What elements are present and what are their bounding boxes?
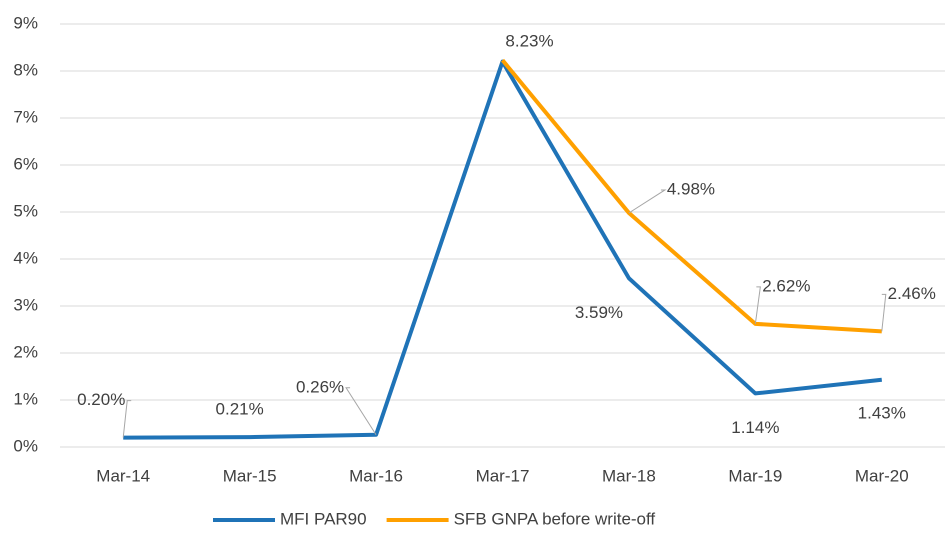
x-tick-label: Mar-20: [855, 466, 909, 485]
data-label: 4.98%: [667, 179, 715, 198]
legend-label: SFB GNPA before write-off: [454, 509, 656, 528]
leader-line: [628, 189, 667, 214]
data-label: 1.43%: [858, 403, 906, 422]
x-tick-label: Mar-14: [96, 466, 150, 485]
leader-line: [122, 400, 132, 438]
y-tick-label: 1%: [13, 389, 38, 408]
data-label: 0.26%: [296, 377, 344, 396]
y-tick-label: 2%: [13, 342, 38, 361]
data-label: 8.23%: [505, 32, 553, 51]
data-label: 3.59%: [575, 303, 623, 322]
y-tick-label: 9%: [13, 13, 38, 32]
data-label: 1.14%: [731, 418, 779, 437]
data-label: 2.46%: [888, 284, 936, 303]
data-label: 0.20%: [77, 390, 125, 409]
y-tick-label: 7%: [13, 107, 38, 126]
leader-line: [881, 293, 887, 332]
leader-line: [345, 387, 377, 436]
data-label: 2.62%: [762, 276, 810, 295]
data-label: 0.21%: [216, 400, 264, 419]
legend-label: MFI PAR90: [280, 509, 367, 528]
x-tick-label: Mar-16: [349, 466, 403, 485]
x-tick-label: Mar-18: [602, 466, 656, 485]
y-tick-label: 8%: [13, 60, 38, 79]
y-tick-label: 4%: [13, 248, 38, 267]
x-tick-label: Mar-19: [728, 466, 782, 485]
series-line: [500, 58, 882, 334]
y-tick-label: 5%: [13, 201, 38, 220]
leader-line: [754, 286, 761, 324]
y-tick-label: 6%: [13, 154, 38, 173]
x-tick-label: Mar-17: [476, 466, 530, 485]
y-tick-label: 0%: [13, 436, 38, 455]
x-tick-label: Mar-15: [223, 466, 277, 485]
y-tick-label: 3%: [13, 295, 38, 314]
